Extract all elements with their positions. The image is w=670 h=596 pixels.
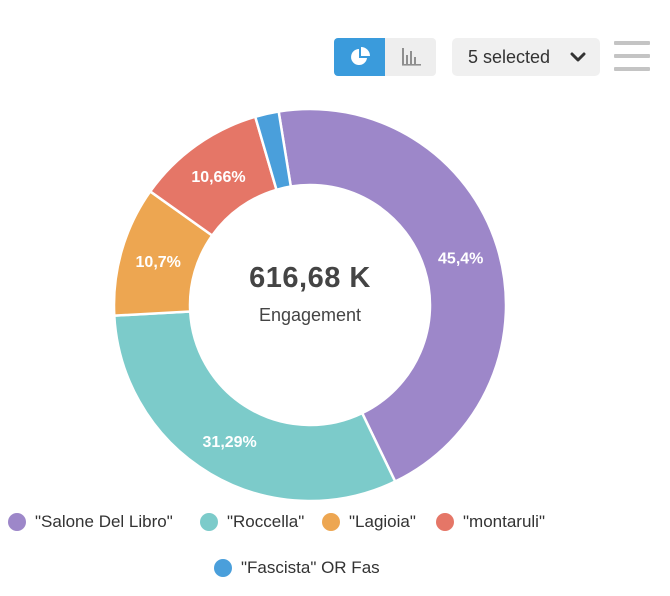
legend-color-dot — [200, 513, 218, 531]
legend-item[interactable]: "Lagioia" — [322, 512, 416, 532]
legend-label: "montaruli" — [463, 512, 545, 531]
legend-label: "Lagioia" — [349, 512, 416, 531]
legend-item[interactable]: "Fascista" OR Fas — [214, 558, 380, 578]
chevron-down-icon — [570, 52, 586, 62]
donut-slice[interactable] — [113, 310, 397, 503]
slice-data-label: 10,7% — [136, 254, 181, 271]
legend-color-dot — [322, 513, 340, 531]
legend-label: "Roccella" — [227, 512, 305, 531]
legend-label: "Salone Del Libro" — [35, 512, 173, 531]
series-select-label: 5 selected — [468, 46, 551, 67]
donut-slice[interactable] — [277, 107, 508, 483]
pie-chart-icon — [350, 47, 370, 65]
center-total-value: 616,68 K — [249, 262, 371, 294]
donut-chart: 45,4% 31,29% 10,7% 10,66% — [112, 107, 508, 503]
bar-view-button[interactable] — [385, 38, 436, 76]
slice-data-label: 10,66% — [191, 169, 245, 186]
donut-slice[interactable] — [254, 110, 293, 192]
legend-item[interactable]: "Roccella" — [200, 512, 304, 532]
view-toggle — [334, 38, 436, 76]
hamburger-menu-icon[interactable] — [614, 41, 650, 73]
slice-data-label: 31,29% — [203, 434, 257, 451]
legend-color-dot — [8, 513, 26, 531]
series-select-dropdown[interactable]: 5 selected — [452, 38, 600, 76]
pie-view-button[interactable] — [334, 38, 385, 76]
center-total-label: Engagement — [258, 305, 362, 325]
legend-item[interactable]: "Salone Del Libro" — [8, 512, 173, 532]
legend-color-dot — [436, 513, 454, 531]
legend-label: "Fascista" OR Fas — [241, 558, 380, 577]
chart-toolbar: 5 selected — [0, 0, 670, 90]
legend-item[interactable]: "montaruli" — [436, 512, 545, 532]
legend-color-dot — [214, 559, 232, 577]
slice-data-label: 45,4% — [438, 251, 483, 268]
bar-chart-icon — [401, 48, 421, 66]
